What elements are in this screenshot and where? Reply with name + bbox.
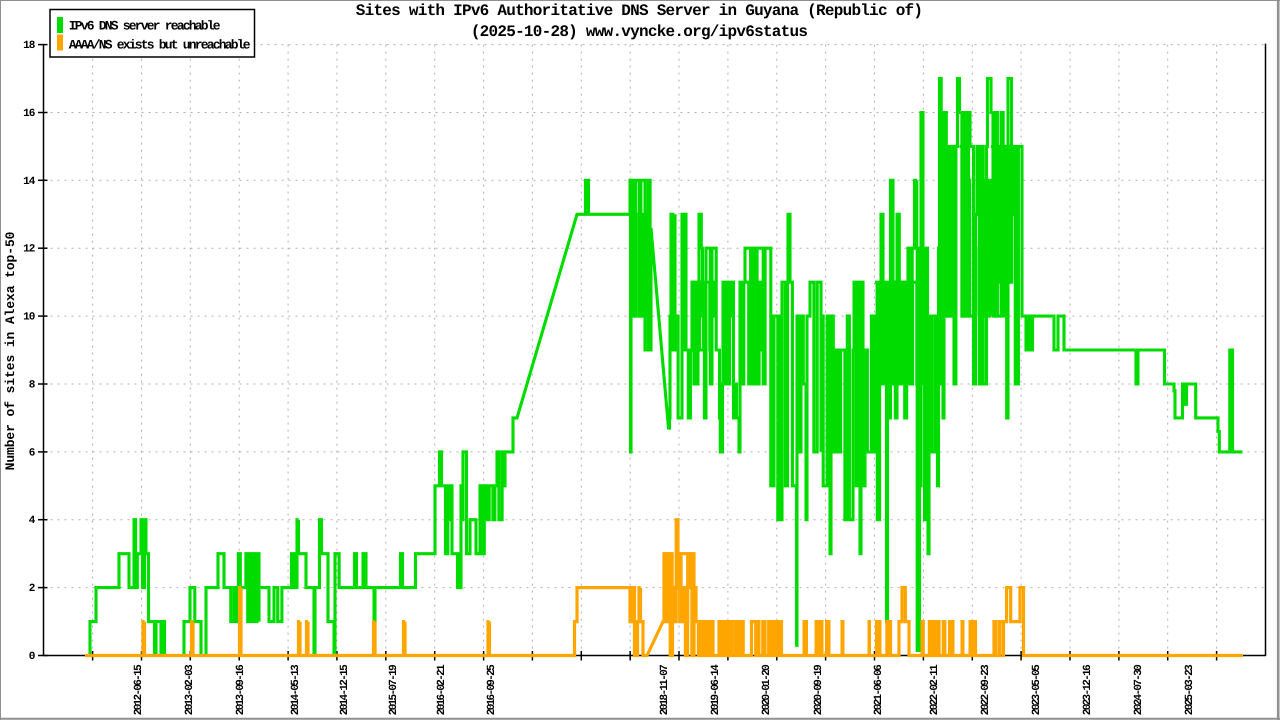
svg-text:6: 6 [29,447,35,459]
svg-text:0: 0 [29,651,35,663]
svg-text:2016-09-25: 2016-09-25 [486,664,498,715]
svg-text:14: 14 [23,176,36,188]
svg-text:18: 18 [23,40,36,52]
svg-text:12: 12 [23,244,35,256]
svg-text:2013-09-16: 2013-09-16 [235,665,247,715]
svg-text:2023-05-05: 2023-05-05 [1031,664,1043,715]
svg-text:AAAA/NS exists but unreachable: AAAA/NS exists but unreachable [69,38,251,53]
svg-text:2024-07-30: 2024-07-30 [1133,665,1145,715]
svg-text:2012-06-15: 2012-06-15 [133,664,145,715]
svg-text:2022-02-11: 2022-02-11 [929,664,941,715]
svg-text:2020-09-19: 2020-09-19 [813,665,825,715]
svg-text:2015-07-19: 2015-07-19 [388,665,400,715]
svg-text:2022-09-23: 2022-09-23 [980,664,992,715]
svg-text:2: 2 [29,583,35,595]
svg-text:Number of sites in Alexa top-5: Number of sites in Alexa top-50 [3,231,18,470]
svg-text:2021-06-06: 2021-06-06 [873,665,885,715]
svg-text:2016-02-21: 2016-02-21 [436,664,448,715]
svg-text:8: 8 [29,380,36,392]
svg-text:10: 10 [23,312,35,324]
svg-text:2014-12-15: 2014-12-15 [339,664,351,715]
svg-text:2018-11-07: 2018-11-07 [659,665,671,715]
svg-text:IPv6 DNS server reachable: IPv6 DNS server reachable [69,19,221,34]
svg-text:Sites with IPv6 Authoritative: Sites with IPv6 Authoritative DNS Server… [356,2,923,20]
svg-text:16: 16 [23,108,35,120]
svg-text:2014-05-13: 2014-05-13 [290,664,302,715]
svg-text:2013-02-03: 2013-02-03 [184,664,196,715]
svg-text:2025-03-23: 2025-03-23 [1184,664,1196,715]
svg-text:(2025-10-28) www.vyncke.org/ip: (2025-10-28) www.vyncke.org/ipv6status [471,23,808,41]
svg-text:2020-01-20: 2020-01-20 [761,665,773,715]
svg-text:4: 4 [29,515,36,527]
svg-text:2023-12-16: 2023-12-16 [1082,665,1094,715]
svg-text:2019-06-14: 2019-06-14 [710,664,722,715]
